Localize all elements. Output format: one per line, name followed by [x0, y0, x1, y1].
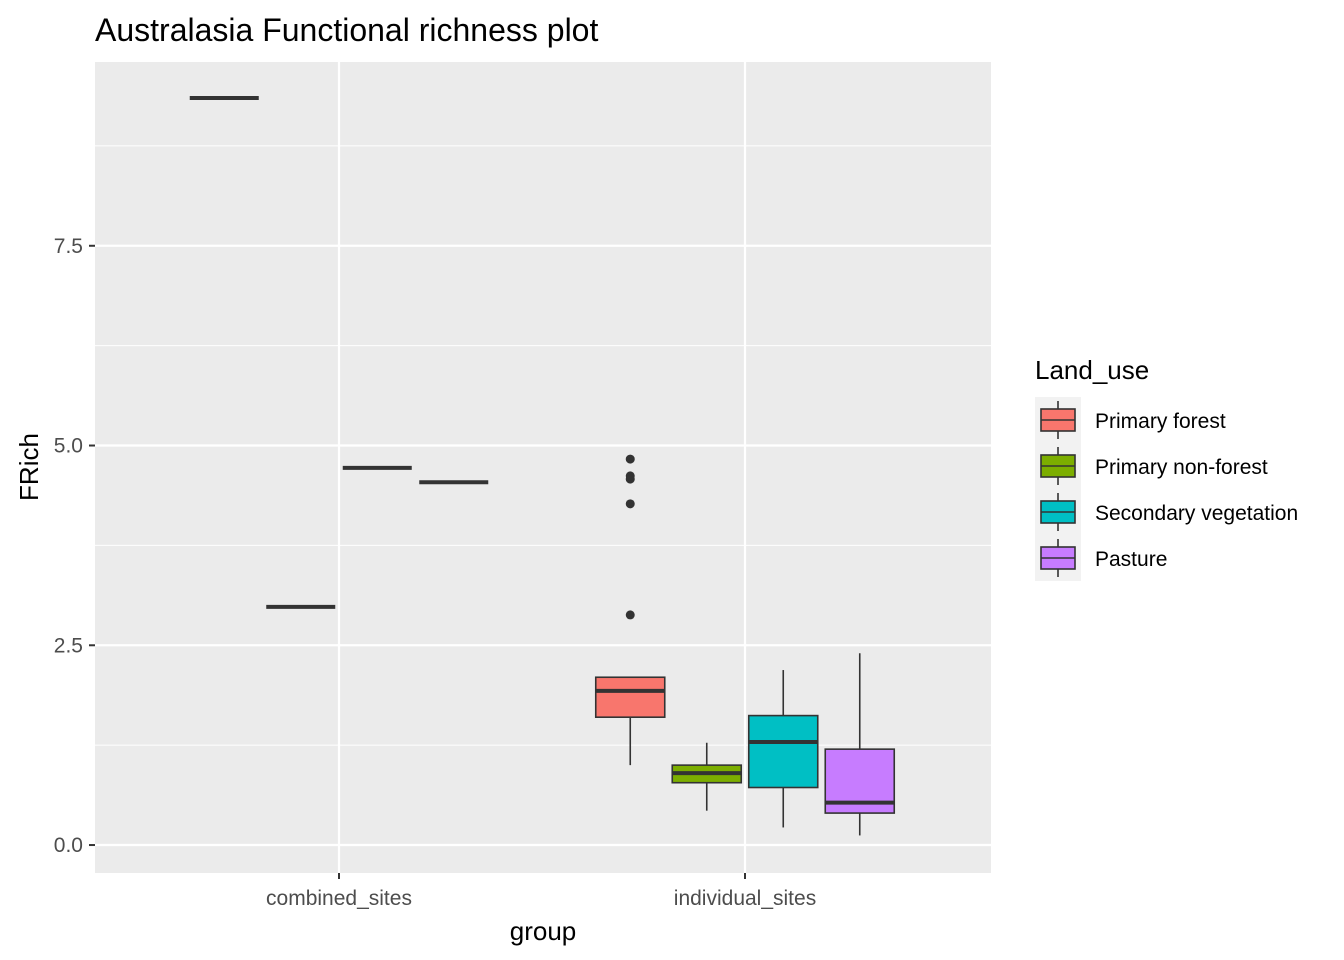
- legend-title: Land_use: [1035, 355, 1149, 385]
- plot-panel: [95, 62, 991, 873]
- legend-item: Primary forest: [1035, 397, 1226, 443]
- x-tick-label: individual_sites: [674, 887, 816, 910]
- legend-item: Primary non-forest: [1035, 443, 1268, 489]
- chart-title: Australasia Functional richness plot: [95, 12, 598, 48]
- legend-item: Secondary vegetation: [1035, 489, 1298, 535]
- boxplot: [671, 742, 743, 811]
- legend-label: Secondary vegetation: [1095, 502, 1298, 525]
- legend-item: Pasture: [1035, 535, 1167, 581]
- x-axis-title: group: [510, 916, 577, 946]
- boxplots: [189, 95, 896, 836]
- legend: Land_use Primary forest Primary non-fores…: [1035, 355, 1298, 581]
- box-body: [594, 676, 666, 718]
- legend-label: Primary forest: [1095, 410, 1226, 433]
- boxplot: [824, 653, 896, 836]
- boxplot: [747, 670, 819, 828]
- outlier-point: [625, 610, 635, 620]
- box-body: [747, 714, 819, 789]
- y-axis: 0.0 2.5 5.0 7.5: [54, 235, 95, 857]
- outlier-point: [625, 471, 635, 481]
- x-axis: combined_sites individual_sites: [266, 873, 816, 910]
- boxplot: [594, 454, 666, 766]
- x-tick-label: combined_sites: [266, 887, 412, 910]
- outlier-point: [625, 454, 635, 464]
- y-tick-label: 7.5: [54, 235, 83, 258]
- gridlines: [95, 62, 991, 873]
- y-tick-label: 0.0: [54, 834, 83, 857]
- outlier-point: [625, 499, 635, 509]
- y-axis-title: FRich: [14, 433, 44, 501]
- legend-label: Pasture: [1095, 548, 1167, 571]
- y-tick-label: 2.5: [54, 634, 83, 657]
- y-tick-label: 5.0: [54, 435, 83, 458]
- legend-label: Primary non-forest: [1095, 456, 1268, 479]
